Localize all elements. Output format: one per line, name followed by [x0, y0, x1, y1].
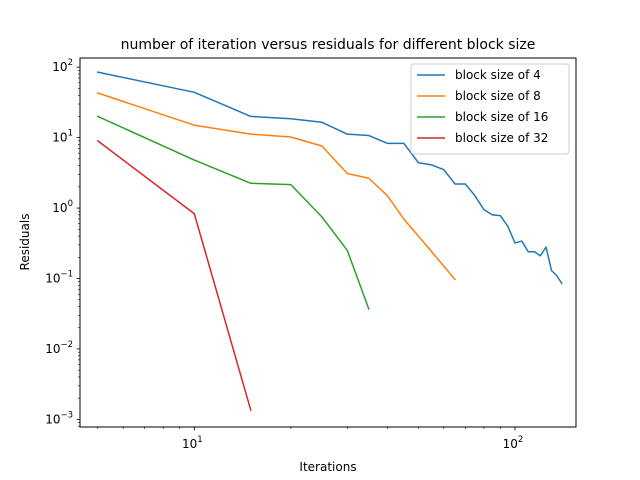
series-line-1: [96, 71, 563, 285]
y-tick-label: 10−1: [45, 270, 73, 286]
plot-frame: [79, 57, 577, 428]
y-axis-ticks: 10−3 10−2 10−1 100 101 102: [45, 58, 80, 426]
y-axis-label: Residuals: [18, 214, 32, 271]
legend-box: [410, 63, 570, 155]
y-tick-label: 100: [52, 199, 73, 215]
y-tick-label: 10−3: [45, 410, 73, 426]
x-tick-label: 102: [503, 435, 524, 451]
series-layer: [96, 71, 563, 412]
y-tick-label: 101: [52, 129, 73, 145]
x-axis-ticks: 101 102: [182, 427, 523, 451]
series-line-2: [96, 92, 457, 281]
series-line-3: [96, 115, 370, 310]
legend-label-1: block size of 4: [455, 68, 541, 82]
legend-label-4: block size of 32: [455, 131, 548, 145]
y-tick-label: 102: [52, 58, 73, 74]
y-tick-label: 10−2: [45, 340, 73, 356]
chart-title: number of iteration versus residuals for…: [121, 37, 536, 53]
series-line-4: [96, 139, 252, 412]
x-axis-label: Iterations: [299, 460, 356, 474]
legend-label-3: block size of 16: [455, 110, 548, 124]
legend: block size of 4 block size of 8 block size…: [410, 63, 570, 155]
x-tick-label: 101: [182, 435, 203, 451]
legend-label-2: block size of 8: [455, 89, 541, 103]
